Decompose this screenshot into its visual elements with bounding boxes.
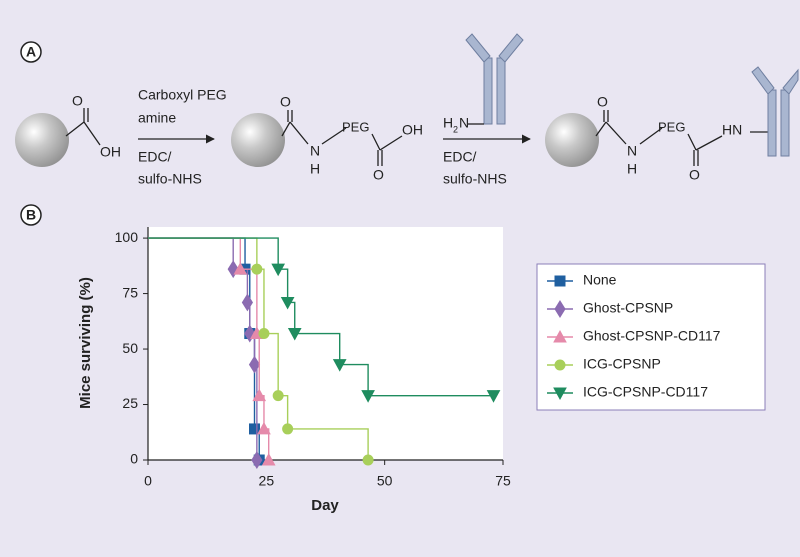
marker — [280, 296, 295, 310]
atom: O — [373, 167, 384, 183]
antibody-stem — [767, 89, 777, 157]
marker — [362, 454, 374, 466]
x-tick-label: 50 — [377, 473, 393, 489]
marker — [251, 451, 263, 469]
y-axis-title: Mice surviving (%) — [77, 277, 94, 409]
marker — [282, 423, 294, 435]
legend-label: None — [583, 272, 617, 288]
legend-label: Ghost-CPSNP — [583, 300, 673, 316]
legend-label: ICG-CPSNP — [583, 356, 661, 372]
marker — [249, 423, 260, 435]
marker — [486, 390, 501, 403]
antibody-arm — [751, 66, 775, 95]
reagent: amine — [138, 110, 176, 126]
x-axis-title: Day — [311, 497, 339, 514]
molecule-1: O OH — [15, 93, 121, 167]
x-tick-label: 0 — [144, 473, 152, 489]
molecule-3: O N H PEG HN O — [545, 94, 768, 183]
panel-badge — [20, 204, 42, 226]
survival-line — [148, 237, 369, 460]
antibody-stem — [780, 89, 790, 157]
antibody-arm — [782, 68, 799, 95]
panel-badge — [20, 41, 42, 63]
marker — [257, 421, 271, 435]
atom: H — [627, 161, 637, 177]
marker — [252, 388, 267, 402]
atom: O — [689, 167, 700, 183]
marker — [361, 390, 375, 403]
legend-marker — [554, 359, 566, 371]
antibody — [465, 33, 524, 125]
y-tick-label: 0 — [130, 451, 138, 467]
condition: sulfo-NHS — [138, 171, 202, 187]
y-tick-label: 25 — [122, 395, 138, 411]
y-tick-label: 50 — [122, 340, 138, 356]
bond — [595, 110, 768, 166]
marker — [248, 355, 261, 374]
condition: sulfo-NHS — [443, 171, 507, 187]
chart: 0 25 50 75 100 0 25 50 75 None Ghost-CPSNP Ghost-CP… — [115, 227, 766, 489]
condition: EDC/ — [443, 149, 477, 165]
x-tick-label: 75 — [495, 473, 511, 489]
atom: OH — [402, 122, 423, 138]
marker — [332, 359, 347, 372]
atom: N — [310, 143, 320, 159]
legend-marker — [554, 300, 566, 318]
marker — [251, 263, 263, 275]
reagent: Carboxyl PEG — [138, 87, 227, 103]
condition: EDC/ — [138, 149, 172, 165]
marker — [233, 262, 248, 275]
atom: OH — [100, 144, 121, 160]
atom: PEG — [342, 119, 369, 134]
atom: N — [627, 143, 637, 159]
atom: O — [597, 94, 608, 110]
antibody-arm — [498, 33, 524, 63]
legend-marker — [553, 387, 567, 401]
legend-label: Ghost-CPSNP-CD117 — [583, 328, 721, 344]
legend-marker — [553, 329, 567, 343]
antibody-arm — [465, 33, 491, 63]
marker — [241, 293, 253, 312]
legend-marker — [554, 275, 566, 287]
marker — [272, 390, 284, 402]
panel-label: A — [26, 44, 36, 60]
plot-area — [148, 227, 503, 460]
marker — [287, 328, 302, 341]
bond — [281, 110, 403, 166]
bond — [65, 108, 101, 146]
atom: H — [443, 115, 453, 131]
antibody — [751, 66, 799, 157]
nanoparticle — [231, 113, 285, 167]
antibody-stem — [496, 57, 506, 125]
marker — [261, 452, 276, 466]
nanoparticle — [15, 113, 69, 167]
y-tick-label: 100 — [115, 229, 139, 245]
atom: O — [72, 93, 83, 109]
atom: O — [280, 94, 291, 110]
atom: HN — [722, 122, 742, 138]
atom: PEG — [658, 119, 685, 134]
atom: N — [459, 115, 469, 131]
x-tick-label: 25 — [259, 473, 275, 489]
antibody-stem — [483, 57, 493, 125]
marker — [258, 328, 270, 340]
legend-box — [536, 263, 766, 411]
atom: 2 — [453, 124, 458, 134]
y-tick-label: 75 — [122, 284, 138, 300]
marker — [271, 263, 286, 277]
molecule-2: O N H PEG OH O — [231, 94, 423, 183]
legend-label: ICG-CPSNP-CD117 — [583, 384, 708, 400]
atom: H — [310, 161, 320, 177]
nanoparticle — [545, 113, 599, 167]
panel-label: B — [26, 207, 36, 223]
